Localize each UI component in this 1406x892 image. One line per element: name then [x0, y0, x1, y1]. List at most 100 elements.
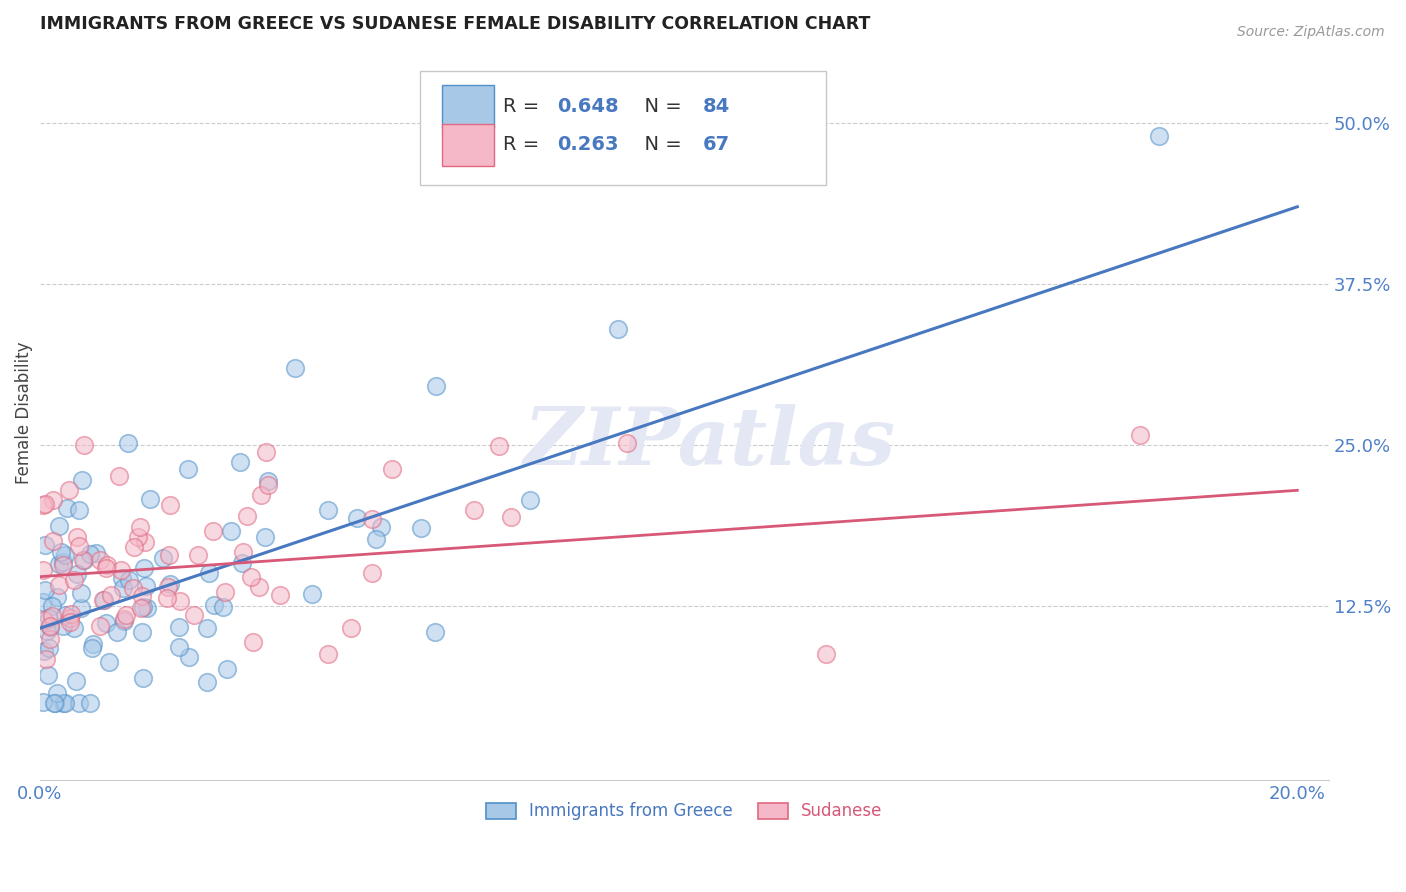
Point — [53, 696, 76, 710]
Point — [219, 524, 242, 538]
Point — [167, 640, 190, 654]
Point — [58, 483, 80, 497]
Point — [32, 498, 55, 512]
Point — [110, 563, 132, 577]
Point — [89, 553, 111, 567]
Point — [52, 555, 75, 569]
Point — [381, 462, 404, 476]
Text: ZIPatlas: ZIPatlas — [524, 403, 896, 481]
Point — [425, 379, 447, 393]
Point — [316, 647, 339, 661]
Point — [60, 607, 83, 621]
Point — [41, 608, 63, 623]
Point — [239, 570, 262, 584]
Point — [169, 594, 191, 608]
Point — [215, 662, 238, 676]
Point — [59, 615, 82, 629]
Point — [63, 621, 86, 635]
Point — [135, 579, 157, 593]
Point — [32, 563, 55, 577]
Point — [53, 548, 76, 562]
Point — [198, 566, 221, 581]
Point — [79, 547, 101, 561]
Point — [159, 577, 181, 591]
Point — [346, 510, 368, 524]
Point — [370, 520, 392, 534]
Point — [256, 445, 278, 459]
Point — [39, 632, 62, 646]
Point — [231, 556, 253, 570]
Point — [67, 540, 90, 554]
Point — [79, 696, 101, 710]
Point — [253, 530, 276, 544]
Text: N =: N = — [631, 97, 688, 116]
Point — [46, 686, 69, 700]
Text: 0.648: 0.648 — [557, 97, 619, 116]
Point — [42, 493, 65, 508]
Point — [176, 462, 198, 476]
Point — [129, 600, 152, 615]
Point — [361, 512, 384, 526]
Point — [89, 618, 111, 632]
Point — [1147, 128, 1170, 143]
FancyBboxPatch shape — [420, 71, 827, 186]
Point — [48, 518, 70, 533]
Point — [59, 611, 82, 625]
Point — [232, 544, 254, 558]
Point — [269, 588, 291, 602]
Point — [202, 599, 225, 613]
Y-axis label: Female Disability: Female Disability — [15, 342, 32, 484]
Point — [114, 607, 136, 622]
Point — [91, 592, 114, 607]
Point — [67, 696, 90, 710]
Point — [111, 581, 134, 595]
Point — [52, 619, 75, 633]
Point — [39, 619, 62, 633]
Point — [32, 696, 55, 710]
Point — [49, 545, 72, 559]
Point — [35, 652, 58, 666]
Point — [66, 567, 89, 582]
Point — [97, 656, 120, 670]
Point — [62, 573, 84, 587]
Point — [131, 624, 153, 639]
Text: 0.263: 0.263 — [557, 136, 619, 154]
Point — [34, 582, 56, 597]
Point — [134, 534, 156, 549]
Point — [32, 594, 55, 608]
Point — [48, 578, 70, 592]
Point — [112, 612, 135, 626]
Point — [157, 549, 180, 563]
Point — [169, 620, 191, 634]
Point — [616, 436, 638, 450]
Point — [65, 673, 87, 688]
Point — [67, 503, 90, 517]
Point — [607, 322, 630, 336]
Point — [366, 532, 388, 546]
Point — [56, 501, 79, 516]
Point — [152, 551, 174, 566]
Point — [284, 361, 307, 376]
Point — [411, 521, 433, 535]
Point — [100, 588, 122, 602]
Point — [44, 696, 66, 710]
Point — [65, 530, 87, 544]
Point — [112, 614, 135, 628]
Text: IMMIGRANTS FROM GREECE VS SUDANESE FEMALE DISABILITY CORRELATION CHART: IMMIGRANTS FROM GREECE VS SUDANESE FEMAL… — [39, 15, 870, 33]
Point — [256, 474, 278, 488]
Point — [32, 613, 55, 627]
Point — [132, 672, 155, 686]
Point — [70, 586, 93, 600]
Point — [131, 589, 153, 603]
Point — [249, 580, 271, 594]
Point — [70, 474, 93, 488]
Point — [257, 477, 280, 491]
Point — [156, 591, 179, 605]
Point — [228, 455, 250, 469]
Point — [122, 541, 145, 555]
Point — [72, 553, 94, 567]
Point — [132, 560, 155, 574]
Point — [34, 497, 56, 511]
Point — [84, 546, 107, 560]
Text: N =: N = — [631, 136, 688, 154]
